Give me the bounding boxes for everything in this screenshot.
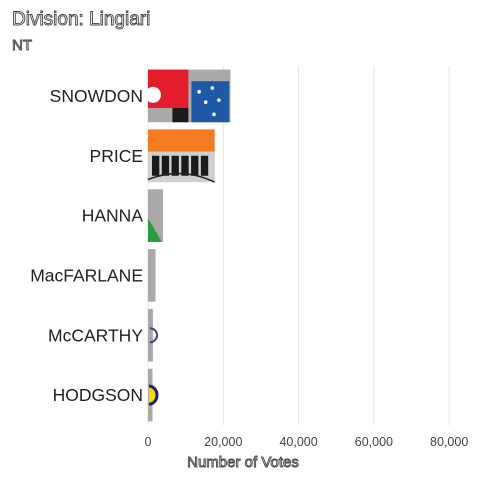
x-tick-label: 0 [145,435,152,449]
x-tick-label: 40,000 [279,435,317,449]
bar [148,309,153,362]
logo-lettering-block [191,156,198,176]
x-tick-label: 20,000 [204,435,242,449]
category-label: SNOWDON [50,86,143,106]
logo-lettering-block [201,156,208,176]
chart-title: Division: Lingiari [12,9,150,30]
star-icon [217,98,221,102]
yellow-disc [149,386,157,404]
star-icon [204,100,208,104]
star-icon [211,86,215,90]
category-label: PRICE [90,146,143,166]
x-axis-label: Number of Votes [187,454,299,471]
logo-lettering-block [152,156,159,176]
x-tick-label: 60,000 [355,435,393,449]
liberal-blue-panel [191,81,229,122]
x-tick-label: 80,000 [430,435,468,449]
country-orange-band [148,129,215,151]
category-label: HODGSON [53,385,143,405]
country-liberals-logo [148,129,215,182]
bars [148,70,230,422]
x-tick-labels: 0 20,000 40,000 60,000 80,000 [145,435,469,449]
category-label: HANNA [82,206,144,226]
star-icon [197,90,201,94]
bar [148,249,156,302]
category-label: McCARTHY [48,325,143,345]
category-label: MacFARLANE [30,265,143,285]
chart-subtitle: NT [12,37,32,54]
logo-lettering-block [181,156,188,176]
party-logo-yellow [149,386,157,404]
labor-shadow [172,108,188,122]
category-labels: SNOWDON PRICE HANNA MacFARLANE McCARTHY HODGS… [30,86,143,405]
star-icon [212,113,216,117]
logo-lettering-block [162,156,169,176]
labor-letter-shape [145,87,161,103]
